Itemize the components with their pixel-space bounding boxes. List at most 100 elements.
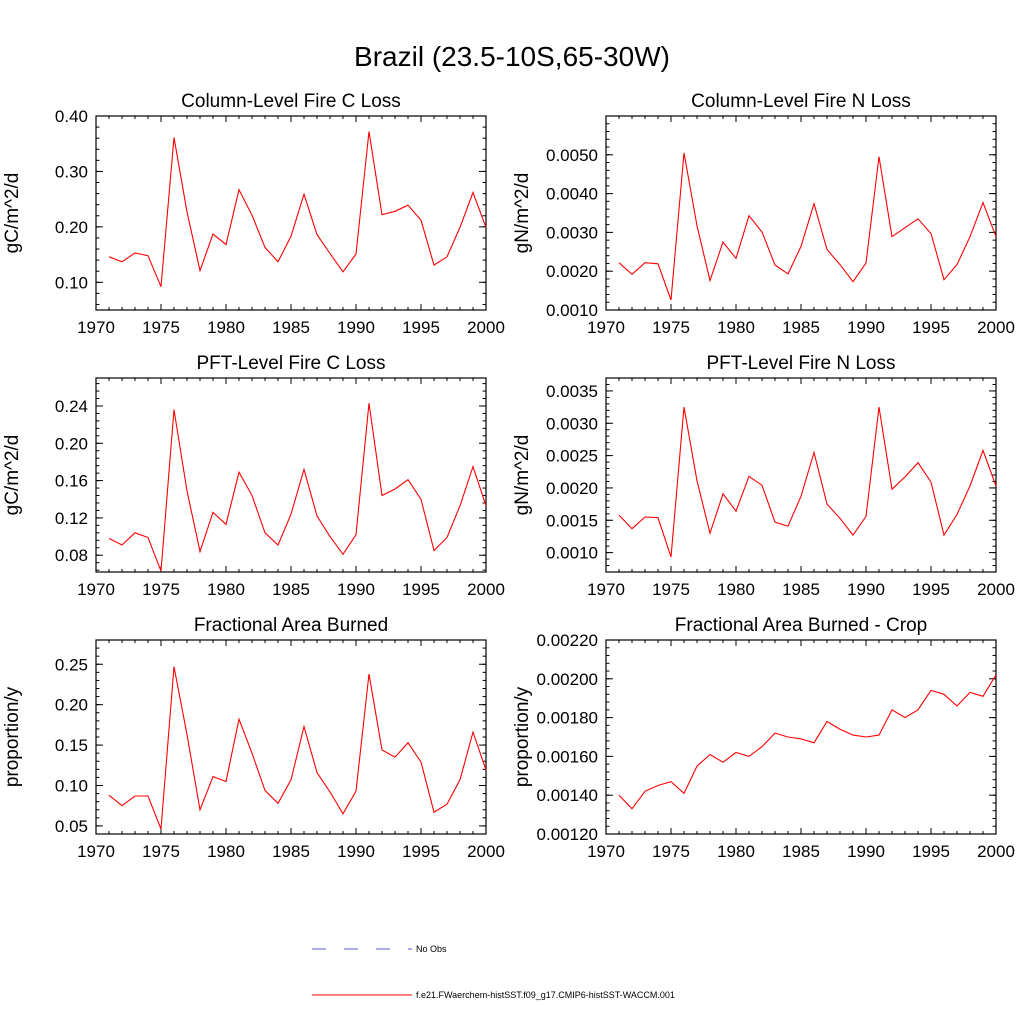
y-axis-label: gC/m^2/d: [2, 435, 23, 516]
y-axis-label: proportion/y: [2, 686, 23, 787]
y-tick-label: 0.25: [55, 655, 88, 674]
x-tick-label: 1985: [782, 842, 820, 861]
x-tick-label: 1975: [652, 580, 690, 599]
x-tick-label: 1975: [142, 580, 180, 599]
x-tick-label: 2000: [977, 318, 1015, 337]
panel-title: PFT-Level Fire N Loss: [707, 353, 896, 374]
x-tick-label: 1995: [402, 580, 440, 599]
panel-title: Column-Level Fire N Loss: [691, 91, 911, 112]
x-tick-label: 1995: [912, 580, 950, 599]
x-tick-label: 1970: [77, 580, 115, 599]
x-tick-label: 1980: [717, 318, 755, 337]
chart-panel: 1970 1975 1980 1985 1990 1995 2000 0.08 0.12 0.16…: [2, 353, 505, 599]
y-tick-label: 0.0050: [546, 146, 598, 165]
y-tick-label: 0.05: [55, 817, 88, 836]
x-tick-label: 1970: [587, 842, 625, 861]
x-tick-label: 2000: [977, 580, 1015, 599]
x-tick-label: 1980: [207, 842, 245, 861]
series-line: [108, 403, 487, 572]
x-tick-label: 1985: [782, 318, 820, 337]
x-tick-label: 1990: [847, 580, 885, 599]
y-tick-label: 0.24: [55, 397, 88, 416]
y-tick-label: 0.40: [55, 107, 88, 126]
y-tick-label: 0.00200: [537, 670, 598, 689]
chart-panel: 1970 1975 1980 1985 1990 1995 2000 0.0010 0.0015…: [512, 353, 1015, 599]
y-tick-label: 0.10: [55, 777, 88, 796]
legend-label-no-obs: No Obs: [416, 944, 447, 954]
x-tick-label: 1970: [77, 318, 115, 337]
x-tick-label: 1995: [912, 842, 950, 861]
x-tick-label: 1975: [652, 842, 690, 861]
y-tick-label: 0.10: [55, 273, 88, 292]
y-tick-label: 0.00180: [537, 709, 598, 728]
y-axis-label: proportion/y: [512, 686, 533, 787]
legend: No Obs f.e21.FWaerchem-histSST.f09_g17.C…: [312, 944, 675, 1000]
y-axis-label: gN/m^2/d: [512, 435, 533, 516]
x-tick-label: 1970: [587, 318, 625, 337]
y-axis-label: gN/m^2/d: [512, 173, 533, 254]
x-tick-label: 2000: [977, 842, 1015, 861]
x-tick-label: 1995: [402, 842, 440, 861]
y-tick-label: 0.0030: [546, 414, 598, 433]
x-tick-label: 1980: [207, 318, 245, 337]
x-tick-label: 1970: [77, 842, 115, 861]
x-tick-label: 1995: [912, 318, 950, 337]
x-tick-label: 1975: [142, 318, 180, 337]
y-tick-label: 0.0010: [546, 301, 598, 320]
y-tick-label: 0.12: [55, 509, 88, 528]
legend-label-model-run: f.e21.FWaerchem-histSST.f09_g17.CMIP6-hi…: [416, 990, 675, 1000]
x-tick-label: 1985: [272, 842, 310, 861]
y-tick-label: 0.0010: [546, 544, 598, 563]
panels-group: 1970 1975 1980 1985 1990 1995 2000 0.10 0.20 0.30…: [2, 91, 1015, 861]
series-line: [618, 152, 997, 301]
x-tick-label: 1985: [272, 580, 310, 599]
x-tick-label: 2000: [467, 318, 505, 337]
x-tick-label: 1990: [337, 318, 375, 337]
x-tick-label: 1980: [717, 580, 755, 599]
x-tick-label: 2000: [467, 842, 505, 861]
chart-panel: 1970 1975 1980 1985 1990 1995 2000 0.0010 0.0020…: [512, 91, 1015, 337]
y-tick-label: 0.0025: [546, 447, 598, 466]
x-tick-label: 1985: [782, 580, 820, 599]
x-tick-label: 1980: [207, 580, 245, 599]
series-line: [618, 407, 997, 558]
y-tick-label: 0.0035: [546, 382, 598, 401]
x-tick-label: 1985: [272, 318, 310, 337]
x-tick-label: 1990: [847, 318, 885, 337]
series-line: [618, 674, 997, 810]
x-tick-label: 1975: [142, 842, 180, 861]
series-line: [108, 666, 487, 830]
panel-title: PFT-Level Fire C Loss: [197, 353, 386, 374]
panel-title: Fractional Area Burned - Crop: [675, 615, 927, 636]
y-tick-label: 0.0020: [546, 262, 598, 281]
y-tick-label: 0.20: [55, 218, 88, 237]
y-tick-label: 0.20: [55, 696, 88, 715]
figure-title: Brazil (23.5-10S,65-30W): [354, 41, 670, 72]
panel-title: Column-Level Fire C Loss: [181, 91, 401, 112]
x-tick-label: 1990: [337, 580, 375, 599]
y-tick-label: 0.15: [55, 736, 88, 755]
x-tick-label: 1980: [717, 842, 755, 861]
x-tick-label: 1990: [847, 842, 885, 861]
x-tick-label: 2000: [467, 580, 505, 599]
chart-panel: 1970 1975 1980 1985 1990 1995 2000 0.10 0.20 0.30…: [2, 91, 505, 337]
x-tick-label: 1975: [652, 318, 690, 337]
y-tick-label: 0.0020: [546, 479, 598, 498]
x-tick-label: 1995: [402, 318, 440, 337]
chart-panel: 1970 1975 1980 1985 1990 1995 2000 0.00120 0.001…: [512, 615, 1015, 861]
panel-title: Fractional Area Burned: [194, 615, 388, 636]
series-line: [108, 131, 487, 287]
y-tick-label: 0.30: [55, 162, 88, 181]
y-tick-label: 0.0040: [546, 185, 598, 204]
y-tick-label: 0.0015: [546, 511, 598, 530]
x-tick-label: 1970: [587, 580, 625, 599]
y-tick-label: 0.00140: [537, 786, 598, 805]
x-tick-label: 1990: [337, 842, 375, 861]
y-tick-label: 0.00120: [537, 825, 598, 844]
y-tick-label: 0.20: [55, 434, 88, 453]
y-tick-label: 0.16: [55, 472, 88, 491]
y-tick-label: 0.00160: [537, 747, 598, 766]
y-tick-label: 0.00220: [537, 631, 598, 650]
chart-panel: 1970 1975 1980 1985 1990 1995 2000 0.05 0.10 0.15…: [2, 615, 505, 861]
